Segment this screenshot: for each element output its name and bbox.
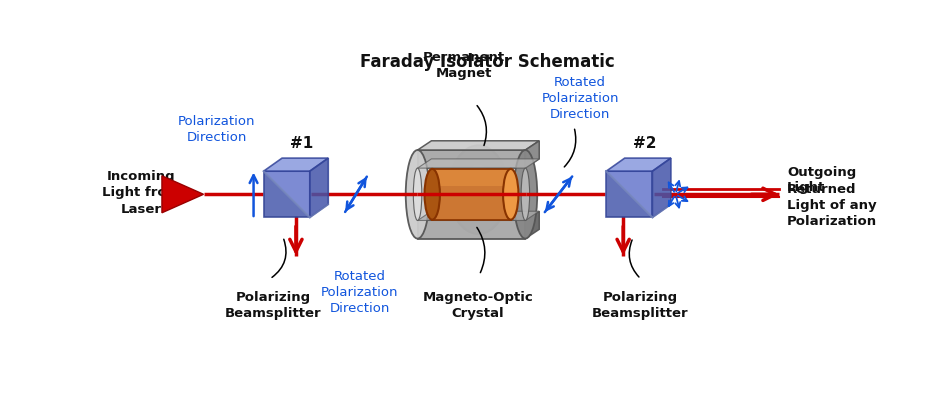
Polygon shape bbox=[310, 158, 329, 218]
Polygon shape bbox=[418, 159, 540, 168]
Polygon shape bbox=[606, 171, 653, 218]
Ellipse shape bbox=[464, 164, 493, 216]
Text: Rotated
Polarization
Direction: Rotated Polarization Direction bbox=[542, 76, 618, 121]
Polygon shape bbox=[525, 141, 540, 168]
Text: Outgoing
Light: Outgoing Light bbox=[788, 166, 857, 194]
Text: Faraday Isolator Schematic: Faraday Isolator Schematic bbox=[359, 53, 615, 71]
Ellipse shape bbox=[514, 150, 538, 238]
Polygon shape bbox=[263, 158, 329, 171]
Polygon shape bbox=[263, 171, 310, 218]
FancyArrowPatch shape bbox=[564, 129, 576, 167]
Polygon shape bbox=[606, 158, 671, 171]
Text: Rotated
Polarization
Direction: Rotated Polarization Direction bbox=[321, 270, 399, 315]
Text: #1: #1 bbox=[291, 136, 314, 151]
Text: Incoming
Light from
Laser: Incoming Light from Laser bbox=[102, 170, 180, 216]
Text: Magneto-Optic
Crystal: Magneto-Optic Crystal bbox=[422, 290, 533, 320]
FancyArrowPatch shape bbox=[477, 227, 484, 273]
Ellipse shape bbox=[425, 169, 440, 220]
Text: Polarizing
Beamsplitter: Polarizing Beamsplitter bbox=[592, 291, 689, 320]
Text: Polarization
Direction: Polarization Direction bbox=[178, 115, 256, 144]
Polygon shape bbox=[418, 220, 525, 238]
Polygon shape bbox=[418, 141, 540, 150]
FancyArrowPatch shape bbox=[272, 239, 286, 277]
Ellipse shape bbox=[522, 168, 529, 220]
Polygon shape bbox=[418, 150, 525, 168]
Polygon shape bbox=[653, 158, 671, 218]
Ellipse shape bbox=[413, 168, 422, 220]
Polygon shape bbox=[263, 171, 310, 218]
Text: Polarizing
Beamsplitter: Polarizing Beamsplitter bbox=[224, 291, 321, 320]
Bar bbox=[432, 169, 511, 220]
Text: Permanent
Magnet: Permanent Magnet bbox=[423, 51, 504, 80]
Text: Returned
Light of any
Polarization: Returned Light of any Polarization bbox=[788, 182, 877, 228]
Bar bbox=[432, 169, 511, 186]
FancyArrowPatch shape bbox=[629, 240, 639, 277]
Text: #2: #2 bbox=[633, 136, 656, 151]
Ellipse shape bbox=[448, 146, 508, 234]
Polygon shape bbox=[606, 171, 653, 218]
Ellipse shape bbox=[406, 150, 429, 238]
FancyArrowPatch shape bbox=[477, 106, 486, 146]
Polygon shape bbox=[162, 176, 203, 213]
Ellipse shape bbox=[504, 169, 519, 220]
Polygon shape bbox=[418, 211, 540, 220]
Polygon shape bbox=[525, 211, 540, 238]
